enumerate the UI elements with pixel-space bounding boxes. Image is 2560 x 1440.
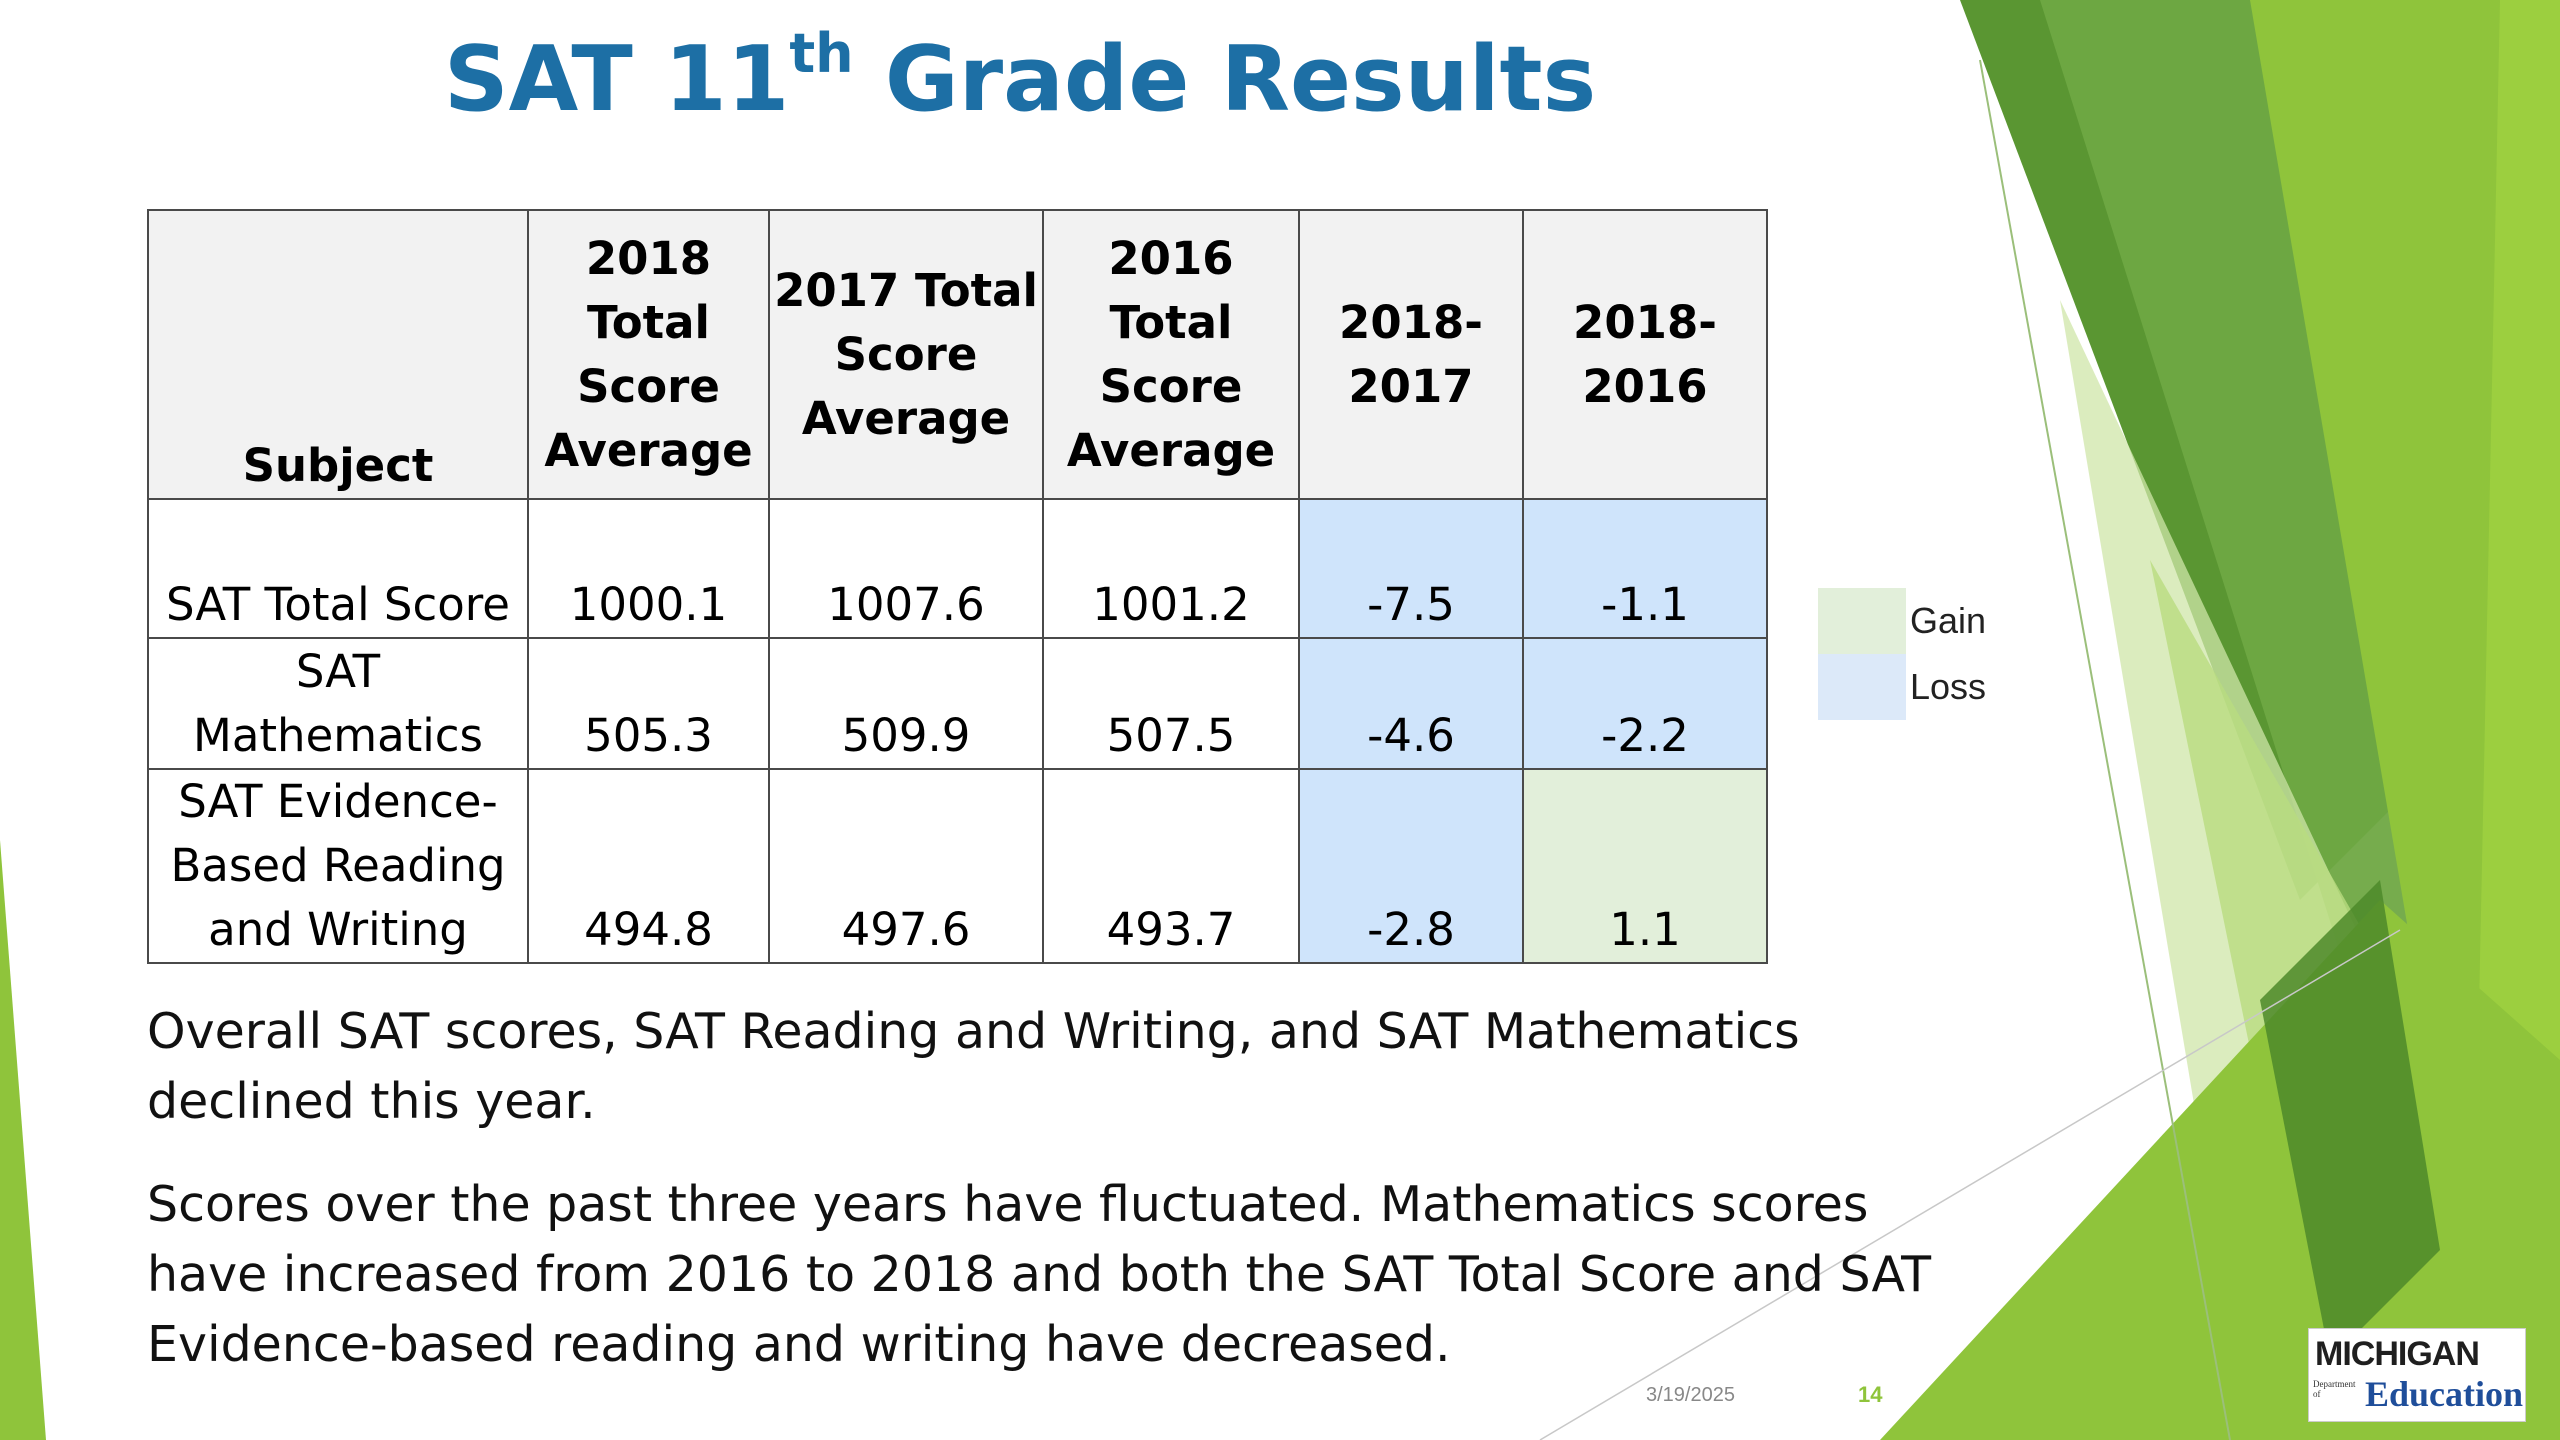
footer-date: 3/19/2025: [1646, 1384, 1735, 1406]
table-header-row: Subject 2018 Total Score Average 2017 Tota…: [147, 209, 1768, 500]
sat-results-table: Subject 2018 Total Score Average 2017 Tota…: [147, 209, 1768, 964]
title-superscript: th: [789, 22, 854, 85]
header-2018-total: 2018 Total Score Average: [527, 209, 770, 500]
summary-paragraph-2: Scores over the past three years have fl…: [147, 1176, 1932, 1373]
legend-gain-label: Gain: [1910, 600, 1987, 641]
header-2016-total: 2016 Total Score Average: [1042, 209, 1300, 500]
thin-diagonal-line-2: [1539, 929, 2401, 1440]
michigan-education-logo: MICHIGAN Department of Education: [2308, 1328, 2526, 1422]
cell-2017: 1007.6: [768, 498, 1044, 639]
header-diff-2018-2017: 2018- 2017: [1298, 209, 1524, 500]
header-2017-total: 2017 Total Score Average: [768, 209, 1044, 500]
title-suffix: Grade Results: [853, 27, 1597, 132]
cell-subject: SAT Evidence- Based Reading and Writing: [147, 768, 529, 964]
cell-diff-2018-2016: -2.2: [1522, 637, 1768, 770]
cell-diff-2018-2016: 1.1: [1522, 768, 1768, 964]
cell-diff-2018-2017: -4.6: [1298, 637, 1524, 770]
header-subject: Subject: [147, 209, 529, 500]
logo-michigan-text: MICHIGAN: [2315, 1335, 2480, 1373]
cell-diff-2018-2016: -1.1: [1522, 498, 1768, 639]
title-prefix: SAT 11: [443, 27, 790, 132]
bottom-dark-triangle: [2260, 880, 2440, 1360]
table-row: SAT Evidence- Based Reading and Writing 49…: [147, 768, 1768, 964]
logo-education-text: Education: [2365, 1374, 2524, 1414]
table-row: SAT Mathematics 505.3 509.9 507.5 -4.6 -…: [147, 637, 1768, 770]
legend-gain-row: Gain: [1818, 588, 1986, 654]
header-diff-2018-2016: 2018- 2016: [1522, 209, 1768, 500]
cell-2017: 497.6: [768, 768, 1044, 964]
cell-2017: 509.9: [768, 637, 1044, 770]
cell-2016: 507.5: [1042, 637, 1300, 770]
left-edge-green-shape: [0, 840, 46, 1440]
legend-loss-label: Loss: [1910, 666, 1987, 707]
legend-gain-swatch: [1818, 588, 1906, 654]
cell-2016: 1001.2: [1042, 498, 1300, 639]
cell-diff-2018-2017: -7.5: [1298, 498, 1524, 639]
legend: Gain Loss: [1818, 588, 1986, 720]
slide-title: SAT 11th Grade Results: [0, 20, 2040, 140]
cell-subject: SAT Mathematics: [147, 637, 529, 770]
cell-2018: 505.3: [527, 637, 770, 770]
legend-loss-row: Loss: [1818, 654, 1986, 720]
cell-2018: 494.8: [527, 768, 770, 964]
cell-2018: 1000.1: [527, 498, 770, 639]
logo-department-text: Department of: [2313, 1379, 2356, 1399]
cell-diff-2018-2017: -2.8: [1298, 768, 1524, 964]
summary-paragraph-1: Overall SAT scores, SAT Reading and Writ…: [147, 1003, 1800, 1130]
table-row: SAT Total Score 1000.1 1007.6 1001.2 -7.…: [147, 498, 1768, 639]
thin-diagonal-line: [1979, 59, 2231, 1440]
footer-page-number: 14: [1858, 1382, 1883, 1407]
cell-2016: 493.7: [1042, 768, 1300, 964]
legend-loss-swatch: [1818, 654, 1906, 720]
cell-subject: SAT Total Score: [147, 498, 529, 639]
